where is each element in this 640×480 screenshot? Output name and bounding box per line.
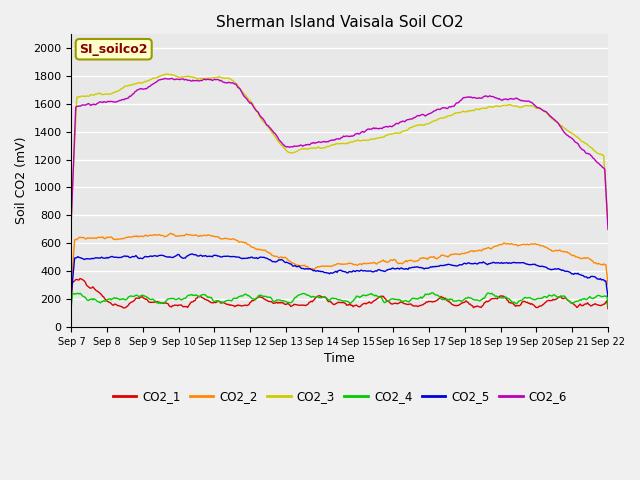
Title: Sherman Island Vaisala Soil CO2: Sherman Island Vaisala Soil CO2	[216, 15, 463, 30]
Legend: CO2_1, CO2_2, CO2_3, CO2_4, CO2_5, CO2_6: CO2_1, CO2_2, CO2_3, CO2_4, CO2_5, CO2_6	[108, 385, 572, 408]
X-axis label: Time: Time	[324, 352, 355, 365]
Text: SI_soilco2: SI_soilco2	[79, 43, 148, 56]
Y-axis label: Soil CO2 (mV): Soil CO2 (mV)	[15, 137, 28, 224]
